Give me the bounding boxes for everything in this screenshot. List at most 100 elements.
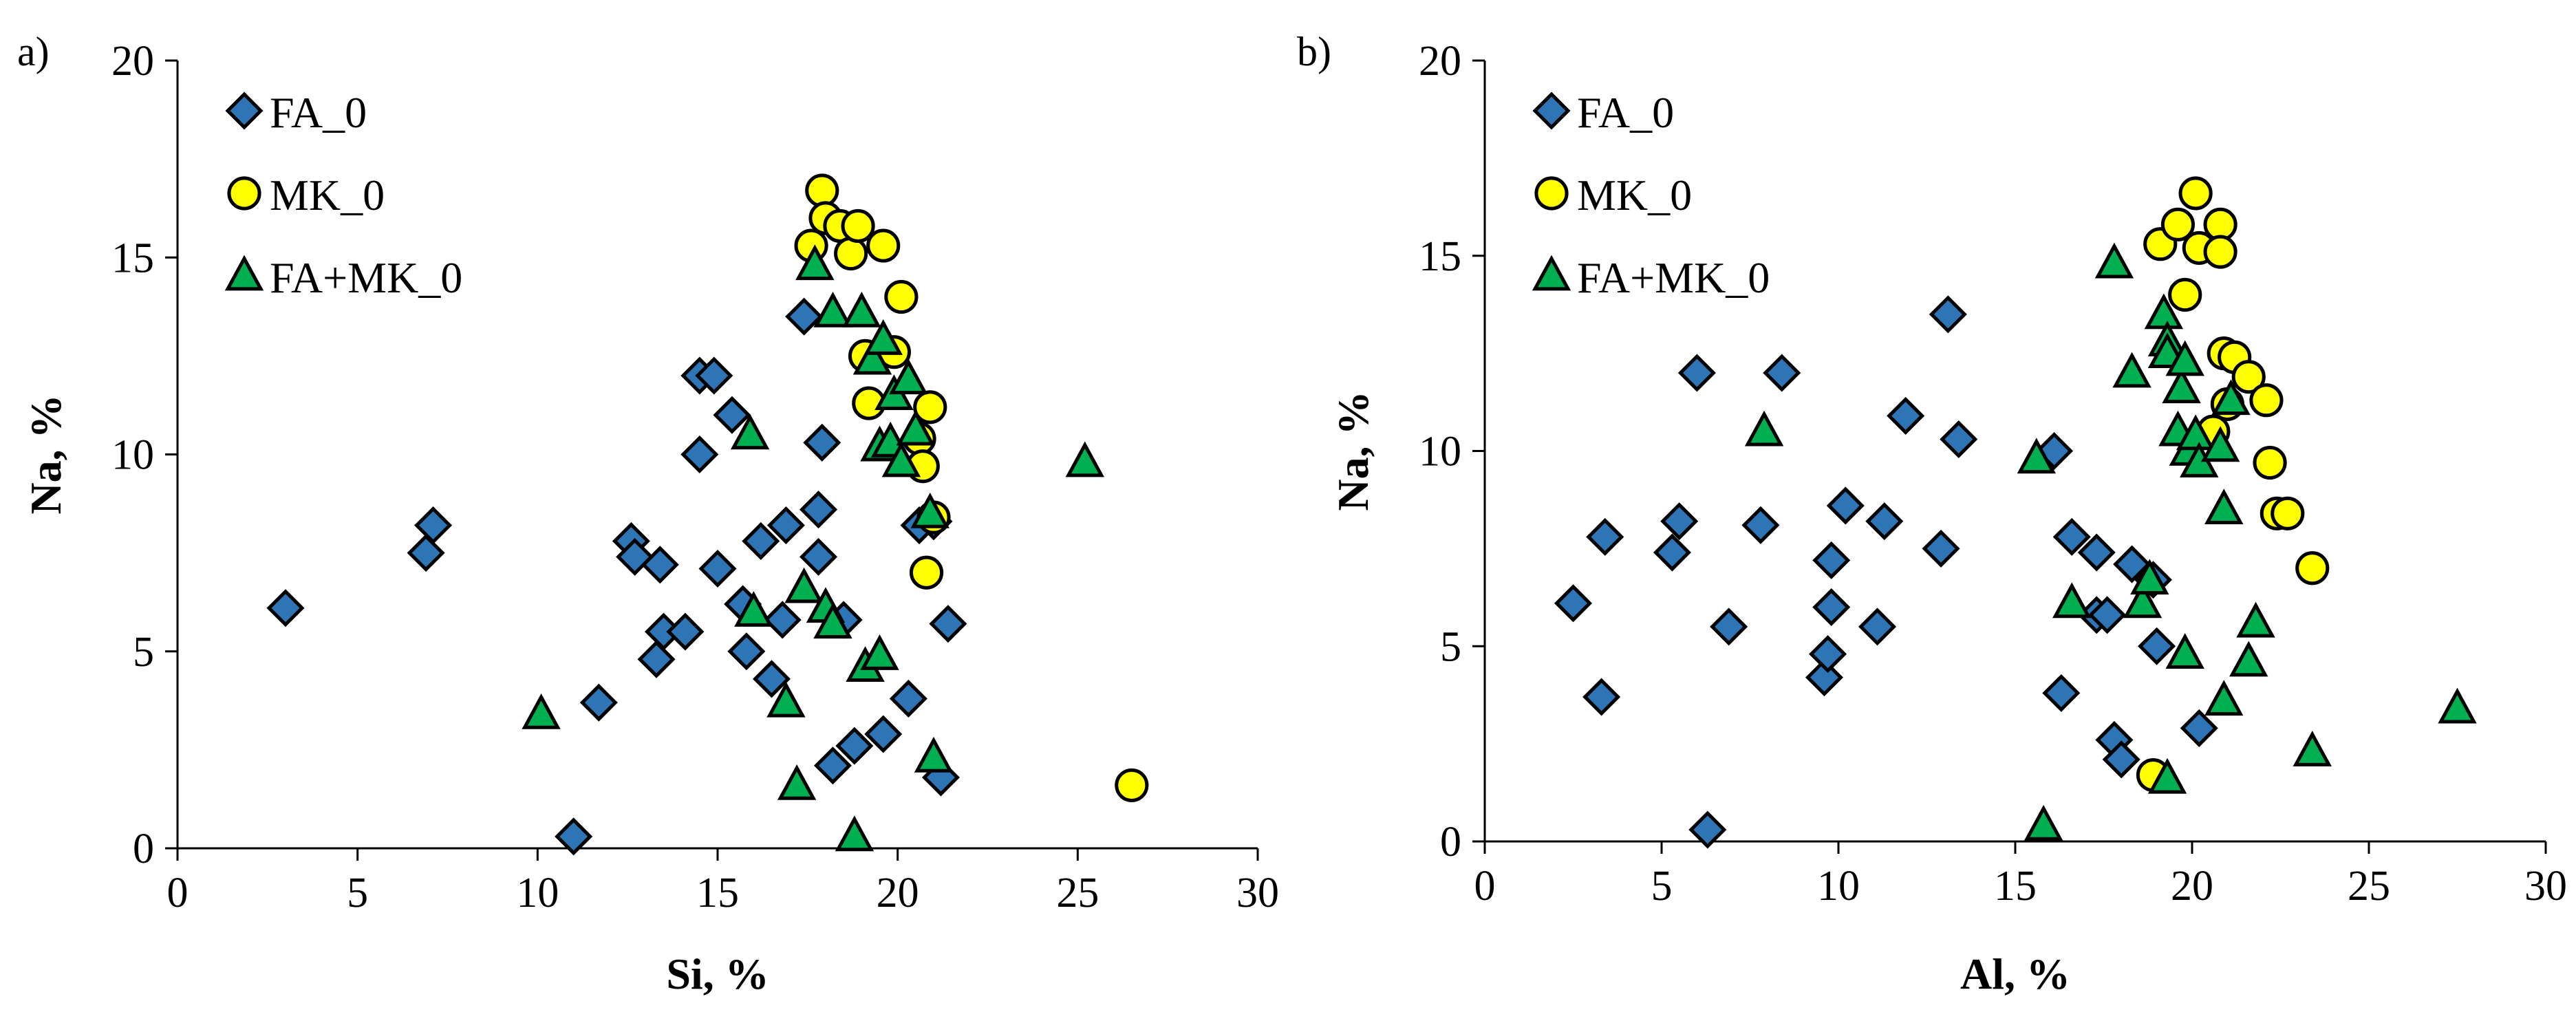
data-point [1887, 396, 1925, 435]
data-point [2162, 367, 2201, 404]
data-point [414, 506, 453, 545]
data-point [2123, 582, 2162, 619]
data-point [2042, 674, 2081, 712]
data-point [929, 605, 967, 643]
data-point [1865, 502, 1904, 541]
data-point [2204, 680, 2244, 716]
data-point [727, 632, 766, 671]
x-tick-label: 15 [1994, 863, 2037, 910]
x-tick-label: 20 [2171, 863, 2213, 910]
data-point [1929, 295, 1967, 334]
data-point [2077, 533, 2116, 572]
data-point [2147, 757, 2187, 794]
data-point [695, 356, 733, 395]
data-point [2438, 687, 2477, 724]
data-point [2271, 496, 2305, 530]
panel-label: b) [1297, 29, 1331, 74]
y-axis-title: Na, % [1329, 391, 1377, 510]
series-FA+MK_0 [1744, 242, 2477, 841]
x-tick-label: 5 [347, 870, 368, 916]
series-FA+MK_0 [522, 244, 1105, 852]
panel-label: a) [17, 29, 50, 74]
x-tick-label: 30 [2524, 863, 2567, 910]
data-point [734, 591, 773, 627]
data-point [1660, 502, 1699, 541]
data-point [881, 441, 921, 477]
series-MK_0 [2136, 176, 2330, 793]
data-point [2113, 545, 2151, 583]
data-point [752, 660, 791, 698]
data-point [777, 764, 817, 800]
data-point [1858, 608, 1897, 646]
data-point [2130, 559, 2169, 595]
x-tick-label: 10 [516, 870, 559, 916]
data-point [2017, 438, 2057, 474]
data-point [579, 683, 618, 722]
data-point [713, 396, 751, 434]
data-point [864, 715, 903, 753]
data-point [1826, 486, 1865, 525]
data-point [799, 537, 838, 576]
data-point [914, 736, 954, 773]
data-point [407, 534, 445, 572]
data-point [1809, 635, 1847, 674]
data-point [2211, 379, 2251, 416]
y-axis-title: Na, % [21, 394, 70, 514]
data-point [1677, 354, 1716, 392]
data-point [641, 546, 679, 584]
data-point [2052, 582, 2092, 619]
data-point [813, 603, 852, 639]
data-point [2168, 277, 2202, 312]
y-tick-label: 20 [111, 38, 154, 85]
y-tick-label: 5 [133, 629, 154, 676]
data-point [2160, 207, 2196, 241]
data-point [2165, 340, 2204, 376]
x-tick-label: 10 [1817, 863, 1860, 910]
data-point [1582, 678, 1621, 716]
data-point [863, 319, 903, 355]
legend-marker [227, 176, 261, 211]
y-tick-label: 0 [133, 826, 154, 872]
data-point [2204, 488, 2244, 525]
data-point [766, 681, 806, 718]
data-point [2229, 641, 2268, 677]
data-point [2253, 445, 2287, 480]
data-point [842, 291, 881, 327]
data-point [835, 727, 874, 765]
data-point [1744, 410, 1784, 447]
legend-marker [1532, 92, 1571, 130]
data-point [866, 228, 901, 263]
chart-panel-1: a) 0 5 10 15 20 0 5 10 15 20 25 30 Si, % Na, % FA_0 MK_0… [17, 29, 1279, 998]
data-point [1586, 517, 1624, 556]
data-point [637, 640, 676, 678]
y-tick-label: 15 [111, 235, 154, 281]
data-point [2102, 740, 2140, 779]
y-tick-label: 20 [1419, 38, 1461, 85]
data-point [835, 815, 874, 852]
legend-label: FA+MK_0 [1577, 253, 1770, 302]
data-point [795, 244, 835, 281]
legend: FA_0 MK_0 FA+MK_0 [1532, 88, 1770, 302]
data-point [1805, 658, 1843, 697]
data-point [2112, 352, 2151, 388]
data-point [766, 506, 805, 545]
data-point [2052, 517, 2091, 556]
data-point [1741, 506, 1780, 544]
x-tick-label: 20 [877, 870, 919, 916]
data-point [896, 409, 936, 446]
x-tick-label: 0 [167, 870, 189, 916]
data-point [730, 413, 770, 450]
x-tick-label: 0 [1474, 863, 1496, 910]
x-axis-title: Al, % [1960, 949, 2070, 998]
data-point [803, 423, 841, 462]
data-point [909, 555, 944, 590]
legend-label: MK_0 [1577, 171, 1692, 219]
data-point [1653, 533, 1691, 572]
data-point [1922, 529, 1960, 568]
data-point [1763, 354, 1801, 392]
legend-label: FA_0 [270, 88, 367, 137]
x-tick-label: 5 [1651, 863, 1673, 910]
data-point [742, 522, 780, 560]
legend-marker [1532, 255, 1571, 291]
y-tick-label: 15 [1419, 233, 1461, 280]
